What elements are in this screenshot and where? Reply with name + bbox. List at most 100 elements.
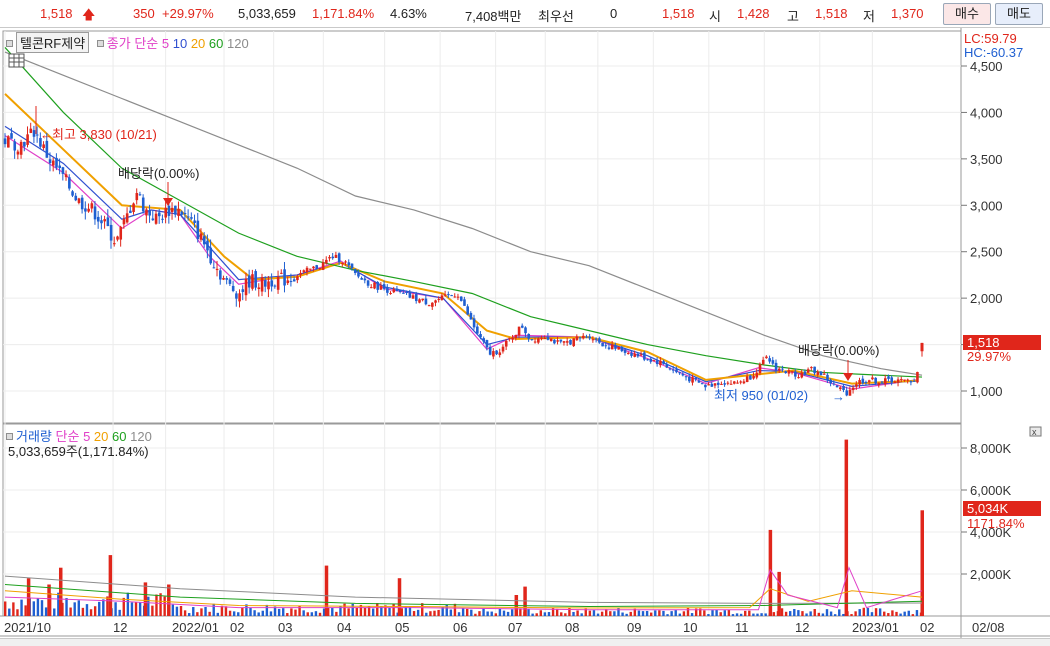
volume-tick-label: 4,000K bbox=[970, 525, 1012, 540]
volume-bar bbox=[866, 608, 870, 616]
volume-bar bbox=[764, 613, 767, 616]
volume-bar bbox=[821, 613, 825, 616]
volume: 5,033,659 bbox=[238, 6, 296, 21]
legend-box-icon[interactable] bbox=[6, 433, 13, 440]
stock-chart[interactable]: 2021/10 12 2022/01 02 03 04 05 06 07 08 09 10 11 12 20… bbox=[0, 28, 1050, 638]
candle-body bbox=[784, 371, 788, 374]
candle-body bbox=[366, 280, 370, 286]
candle-body bbox=[360, 278, 363, 280]
volume-bar bbox=[498, 608, 502, 616]
candle-body bbox=[443, 294, 447, 296]
candle-body bbox=[238, 293, 241, 302]
volume-bar bbox=[797, 610, 800, 616]
volume-bar bbox=[474, 613, 477, 616]
scrollbar[interactable] bbox=[0, 638, 1050, 646]
volume-bar bbox=[228, 610, 232, 616]
candle-body bbox=[765, 356, 768, 359]
candle-body bbox=[761, 359, 765, 365]
candle-body bbox=[697, 380, 701, 383]
candle-body bbox=[286, 280, 290, 284]
x-tick-label: 11 bbox=[735, 620, 749, 635]
volume-bar bbox=[433, 610, 436, 616]
candle-body bbox=[900, 379, 903, 381]
candle-body bbox=[257, 287, 261, 289]
candle-body bbox=[125, 213, 129, 223]
volume-bar bbox=[739, 613, 743, 616]
candle-body bbox=[264, 280, 267, 287]
candle-body bbox=[23, 141, 26, 147]
close-icon[interactable]: x bbox=[1029, 426, 1042, 437]
table-icon[interactable] bbox=[8, 53, 25, 68]
legend-box-icon[interactable] bbox=[96, 40, 104, 47]
volume-bar bbox=[429, 611, 432, 616]
candle-body bbox=[283, 269, 286, 286]
candle-body bbox=[871, 377, 874, 380]
sell-button[interactable]: 매도 bbox=[995, 3, 1043, 25]
candle-body bbox=[26, 134, 29, 145]
candle-body bbox=[887, 376, 890, 379]
best-ask-value: 1,518 bbox=[662, 6, 695, 21]
volume-bar bbox=[253, 610, 256, 616]
candle-body bbox=[652, 360, 656, 362]
volume-bar bbox=[457, 612, 461, 616]
quote-bar: 1,518 🡅 350 +29.97% 5,033,659 1,171.84% … bbox=[0, 0, 1050, 28]
volume-bar bbox=[220, 605, 224, 616]
volume-bar bbox=[727, 609, 731, 616]
candle-body bbox=[174, 205, 177, 215]
candle-body bbox=[893, 381, 897, 384]
volume-legend-title: 거래량 bbox=[16, 429, 52, 444]
volume-bar bbox=[486, 611, 489, 616]
high-label: 고 bbox=[787, 9, 799, 24]
candle-body bbox=[19, 141, 23, 155]
stock-name[interactable]: 텔콘RF제약 bbox=[16, 32, 90, 53]
candle-body bbox=[906, 379, 910, 381]
x-tick-label: 02 bbox=[230, 620, 244, 635]
volume-ma-line bbox=[4, 588, 923, 609]
candle-body bbox=[848, 389, 852, 396]
volume-bar bbox=[93, 606, 97, 616]
x-tick-label: 2023/01 bbox=[852, 620, 899, 635]
volume-bar bbox=[539, 610, 542, 616]
lc-hc-label: LC:59.79 HC:-60.37 bbox=[964, 31, 1023, 60]
buy-button[interactable]: 매수 bbox=[943, 3, 991, 25]
volume-bar bbox=[621, 612, 624, 616]
volume-bar bbox=[331, 607, 334, 616]
volume-bar bbox=[314, 611, 318, 616]
legend-box-icon[interactable] bbox=[6, 40, 13, 47]
candle-body bbox=[694, 378, 698, 380]
candle-body bbox=[183, 213, 187, 215]
volume-bar bbox=[245, 604, 248, 616]
candle-body bbox=[463, 299, 466, 306]
candle-body bbox=[308, 268, 312, 270]
candle-body bbox=[244, 278, 248, 296]
volume-bar bbox=[617, 608, 620, 616]
candle-body bbox=[729, 383, 733, 385]
candle-body bbox=[71, 191, 74, 196]
price-tick-label: 1,000 bbox=[970, 384, 1003, 399]
candle-body bbox=[617, 346, 620, 350]
volume-bar bbox=[273, 606, 277, 616]
candle-body bbox=[742, 381, 746, 384]
volume-bar bbox=[772, 612, 776, 616]
candle-body bbox=[392, 289, 396, 293]
volume-bar bbox=[658, 610, 661, 616]
candle-body bbox=[414, 294, 418, 302]
dividend-marker-2: 배당락(0.00%) bbox=[798, 343, 879, 381]
candle-body bbox=[733, 381, 736, 384]
high-annotation: ← 최고 3,830 (10/21) bbox=[35, 106, 157, 142]
candle-body bbox=[199, 233, 203, 240]
candle-body bbox=[321, 262, 325, 270]
candle-body bbox=[450, 295, 453, 297]
volume-bar bbox=[915, 610, 919, 616]
volume-bar bbox=[89, 609, 93, 616]
volume-bar bbox=[351, 603, 354, 616]
volume-bar bbox=[596, 613, 600, 616]
volume-bar bbox=[347, 608, 350, 616]
candle-body bbox=[601, 342, 604, 347]
volume-bar bbox=[36, 598, 40, 616]
volume-tick-label: 8,000K bbox=[970, 441, 1012, 456]
volume-bar bbox=[862, 607, 865, 616]
hc-text: HC:-60.37 bbox=[964, 45, 1023, 60]
candle-body bbox=[456, 296, 460, 298]
volume-bar bbox=[466, 608, 469, 616]
